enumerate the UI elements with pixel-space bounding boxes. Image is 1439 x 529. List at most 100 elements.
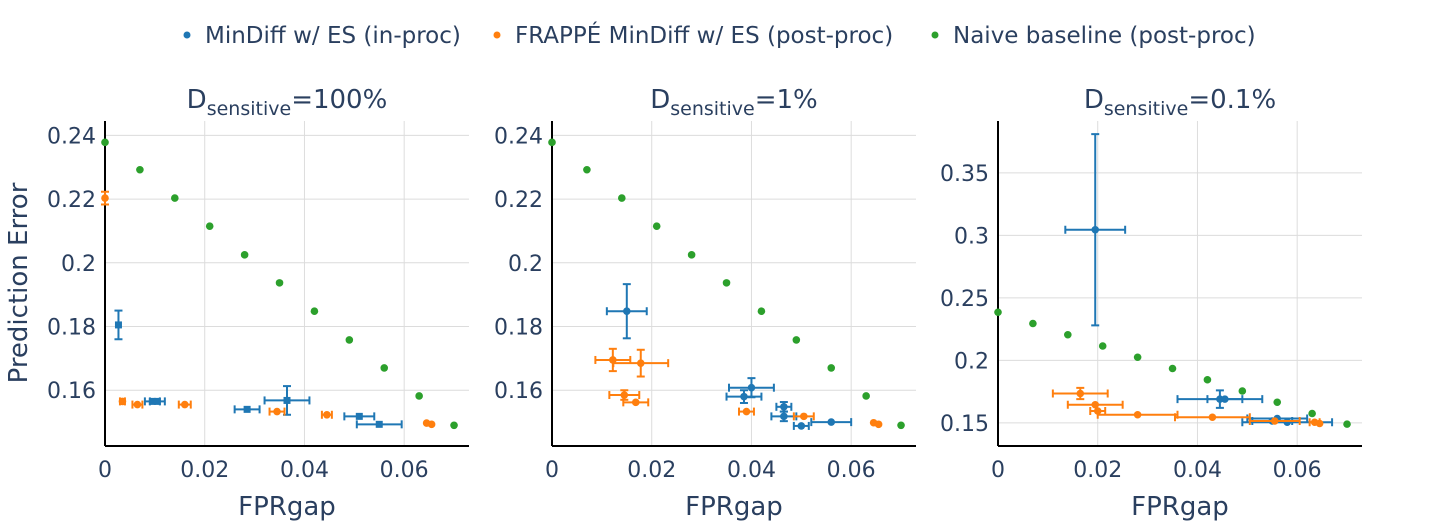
- chart-panel-0.1pct: 0 0.02 0.04 0.06 0.15 0.2 0.25 0.3 0.35 FPRgap Dse…: [940, 85, 1362, 522]
- data-point: [180, 400, 189, 409]
- x-axis-title: FPRgap: [685, 492, 783, 522]
- legend-label: FRAPPÉ MinDiff w/ ES (post-proc): [515, 21, 893, 49]
- panel-title-main: D: [187, 85, 207, 115]
- panel-title: Dsensitive=0.1%: [1084, 85, 1276, 120]
- y-tick-label: 0.24: [494, 124, 543, 149]
- data-point: [652, 222, 661, 230]
- series-frapp-mindiff-w-es-post-proc-: [594, 347, 883, 429]
- x-axis-title: FPRgap: [1131, 492, 1229, 522]
- y-tick-label: 0.2: [61, 252, 96, 277]
- x-axis-title: FPRgap: [238, 492, 336, 522]
- y-tick-label: 0.16: [494, 379, 543, 404]
- data-point: [994, 308, 1002, 317]
- data-point: [1315, 419, 1324, 428]
- data-point: [636, 359, 645, 367]
- data-point: [171, 194, 179, 202]
- legend-item-naive[interactable]: Naive baseline (post-proc): [931, 23, 1256, 49]
- data-point: [1091, 400, 1100, 409]
- data-point: [133, 400, 142, 409]
- panel-title: Dsensitive=1%: [650, 85, 818, 120]
- x-tick-label: 0.06: [827, 458, 876, 483]
- y-tick-label: 0.24: [47, 124, 96, 149]
- data-point: [800, 412, 808, 421]
- data-point: [1098, 342, 1107, 350]
- series-naive-baseline-post-proc-: [994, 308, 1351, 428]
- data-point: [114, 321, 122, 329]
- data-point: [897, 421, 905, 430]
- panel-title-suffix: =0.1%: [1188, 85, 1276, 115]
- chart-panel-1pct: 0 0.02 0.04 0.06 0.16 0.18 0.2 0.22 0.24 FPRgap Ds…: [494, 85, 916, 522]
- y-tick-label: 0.2: [954, 349, 989, 374]
- data-point: [631, 398, 640, 407]
- data-point: [622, 307, 631, 316]
- series-naive-baseline-post-proc-: [101, 138, 458, 430]
- data-point: [273, 407, 281, 416]
- data-point: [1133, 410, 1142, 419]
- data-point: [1133, 353, 1142, 362]
- y-tick-label: 0.18: [47, 316, 96, 341]
- y-tick-label: 0.25: [940, 287, 989, 312]
- y-axis-title: Prediction Error: [4, 182, 34, 383]
- data-point: [101, 194, 109, 202]
- data-point: [583, 165, 591, 174]
- data-point: [862, 392, 870, 400]
- data-point: [792, 336, 801, 344]
- x-tick-label: 0.02: [180, 458, 229, 483]
- data-point: [1076, 389, 1085, 398]
- data-point: [742, 407, 751, 416]
- data-point: [415, 392, 423, 400]
- data-point: [827, 418, 836, 426]
- data-point: [874, 420, 883, 429]
- data-point: [827, 364, 836, 372]
- data-point: [548, 138, 556, 147]
- chart-panel-100pct: 0 0.02 0.04 0.06 0.16 0.18 0.2 0.22 0.24 FPRgap Ds…: [47, 85, 469, 522]
- data-point: [275, 279, 284, 287]
- data-point: [1091, 225, 1100, 234]
- legend-marker: [183, 31, 191, 39]
- y-tick-label: 0.22: [47, 188, 96, 213]
- data-point: [153, 397, 161, 405]
- data-point: [1064, 330, 1072, 339]
- data-point: [1168, 364, 1177, 373]
- data-point: [740, 392, 748, 401]
- data-point: [687, 251, 696, 259]
- x-tick-label: 0: [545, 458, 559, 483]
- data-point: [618, 194, 626, 202]
- data-point: [1273, 398, 1282, 407]
- panel-title-suffix: =100%: [291, 85, 387, 115]
- x-tick-label: 0.04: [280, 458, 329, 483]
- data-point: [427, 420, 436, 429]
- y-tick-label: 0.22: [494, 188, 543, 213]
- legend-item-mindiff[interactable]: MinDiff w/ ES (in-proc): [183, 23, 461, 49]
- data-point: [1029, 319, 1037, 328]
- data-point: [205, 222, 214, 230]
- data-point: [323, 410, 331, 419]
- series-naive-baseline-post-proc-: [548, 138, 905, 430]
- data-point: [240, 251, 249, 259]
- data-point: [345, 336, 354, 344]
- data-point: [355, 412, 363, 420]
- data-point: [101, 138, 109, 147]
- x-tick-label: 0: [98, 458, 112, 483]
- panel-title-subscript: sensitive: [207, 98, 291, 120]
- x-tick-label: 0.06: [1273, 458, 1322, 483]
- x-tick-label: 0.04: [727, 458, 776, 483]
- data-point: [243, 405, 251, 413]
- legend-item-frappe[interactable]: FRAPPÉ MinDiff w/ ES (post-proc): [493, 21, 894, 49]
- y-tick-label: 0.15: [940, 412, 989, 437]
- data-point: [1208, 413, 1217, 422]
- y-tick-label: 0.2: [508, 252, 543, 277]
- data-point: [118, 397, 127, 406]
- series-mindiff-w-es-in-proc-: [1064, 133, 1334, 427]
- x-tick-label: 0.02: [627, 458, 676, 483]
- data-point: [722, 279, 731, 287]
- data-point: [1203, 375, 1212, 384]
- panel-title-suffix: =1%: [755, 85, 818, 115]
- data-point: [1343, 420, 1351, 428]
- data-point: [1221, 395, 1229, 403]
- y-tick-label: 0.3: [954, 224, 989, 249]
- panel-title-subscript: sensitive: [670, 98, 754, 120]
- x-tick-label: 0.04: [1173, 458, 1222, 483]
- data-point: [380, 364, 389, 372]
- y-tick-label: 0.35: [940, 162, 989, 187]
